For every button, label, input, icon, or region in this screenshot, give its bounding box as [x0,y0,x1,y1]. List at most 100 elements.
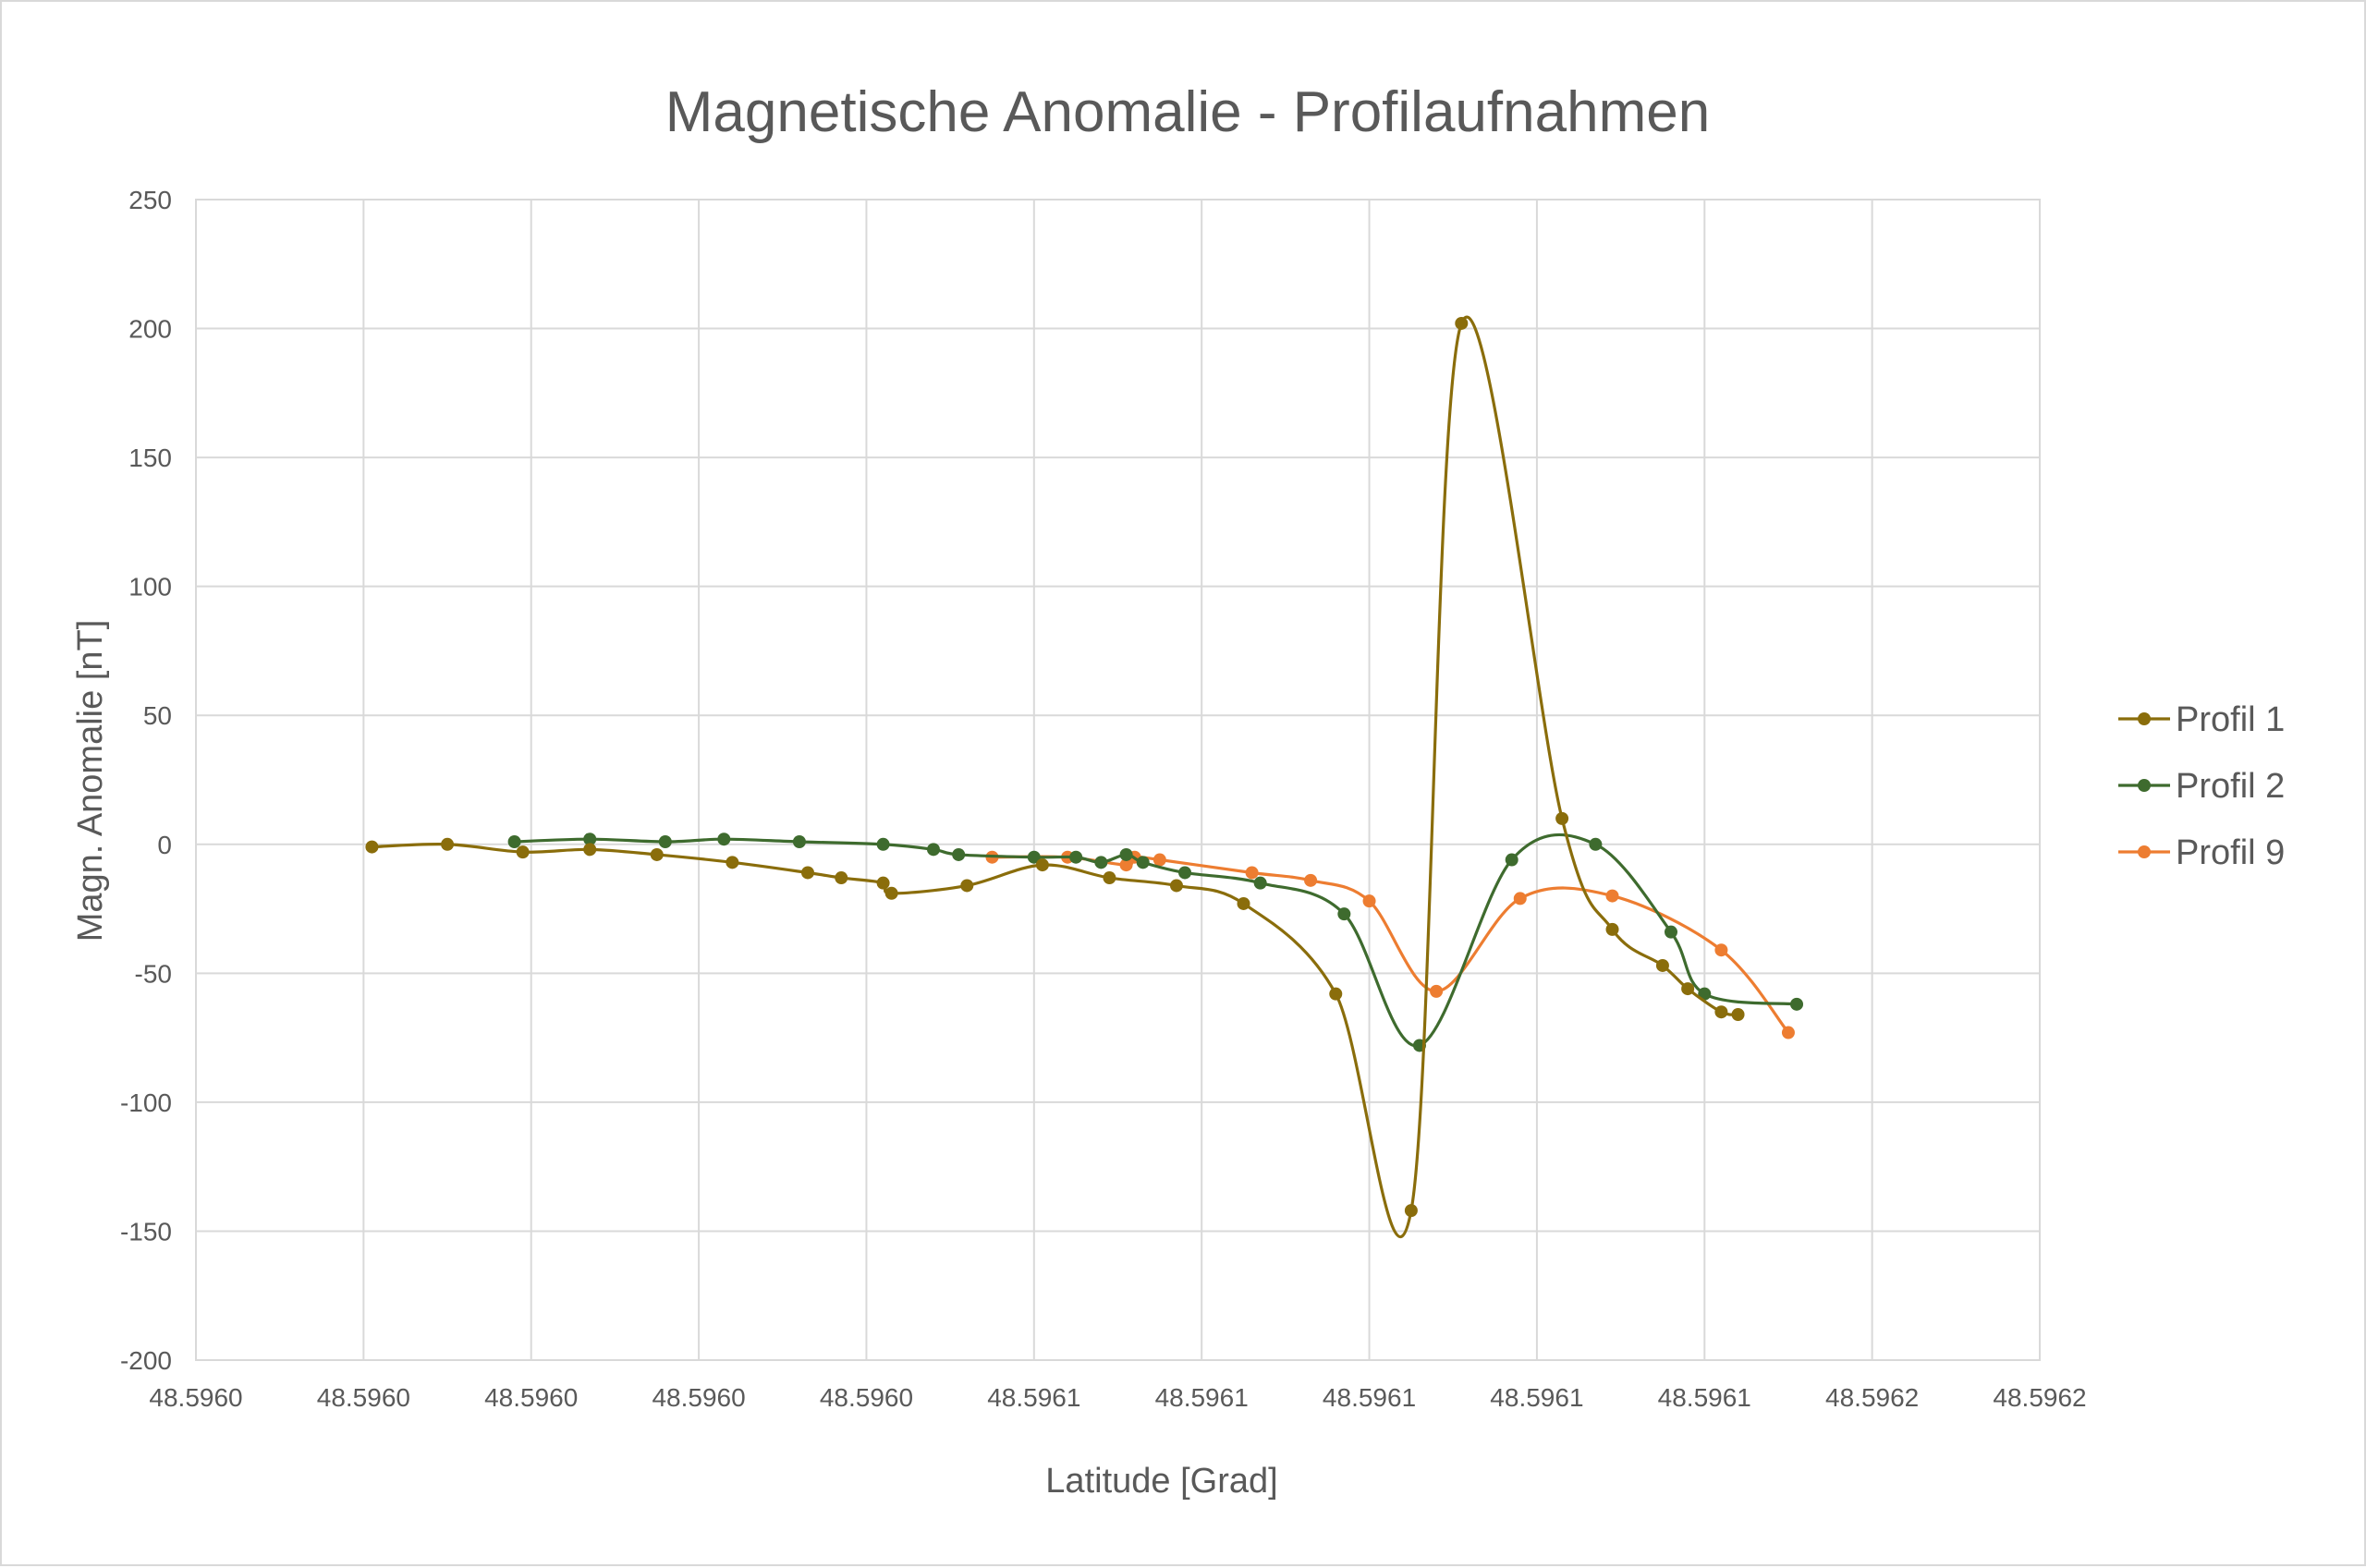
data-point [507,834,521,848]
y-tick-label: -200 [120,1346,172,1375]
data-point [583,843,597,857]
data-point [1681,982,1695,996]
legend-label: Profil 2 [2176,767,2285,806]
data-point [1362,894,1376,908]
x-tick-label: 48.5961 [1323,1383,1416,1412]
data-point [1119,858,1133,872]
y-axis-title: Magn. Anomalie [nT] [71,620,110,942]
data-point [583,833,597,846]
data-point [1337,907,1351,921]
data-point [1781,1026,1795,1039]
data-point [1035,858,1049,872]
data-point [835,871,848,885]
legend-marker [2138,845,2151,858]
data-point [792,834,806,848]
chart-title: Magnetische Anomalie - Profilaufnahmen [665,80,1710,144]
data-point [800,866,814,880]
data-point [1304,873,1318,887]
y-tick-label: 250 [128,186,172,214]
x-tick-label: 48.5961 [1658,1383,1751,1412]
data-point [1698,987,1712,1001]
data-point [1069,850,1083,864]
data-point [1136,856,1150,869]
data-point [1329,987,1343,1001]
x-tick-label: 48.5960 [317,1383,410,1412]
data-point [365,840,379,854]
data-point [927,843,940,857]
data-point [1404,1204,1418,1218]
data-point [1103,871,1116,885]
series-line [512,833,1799,1048]
data-point [952,847,966,861]
data-point [1169,879,1183,893]
legend-entry: Profil 9 [2118,833,2285,872]
data-point [1178,866,1192,880]
gridlines [195,199,2041,1361]
x-tick-label: 48.5960 [484,1383,578,1412]
legend-marker [2138,779,2151,792]
data-point [1253,876,1267,890]
data-point [1555,811,1569,825]
data-point [1665,925,1677,939]
x-tick-label: 48.5962 [1993,1383,2086,1412]
x-tick-label: 48.5961 [1490,1383,1583,1412]
data-point [1714,1005,1728,1019]
y-tick-label: -100 [120,1088,172,1117]
data-point [1505,853,1518,867]
legend: Profil 1 Profil 2 Profil 9 [2118,700,2285,872]
x-axis-title: Latitude [Grad] [1045,1462,1277,1501]
data-point [1714,943,1728,957]
data-point [1153,853,1166,867]
legend-label: Profil 9 [2176,833,2285,872]
y-tick-label: -50 [135,959,172,988]
data-point [1237,896,1250,910]
data-point [441,837,455,851]
data-point [1027,850,1041,864]
data-point [1605,922,1619,936]
x-tick-label: 48.5961 [1155,1383,1249,1412]
data-point [658,834,672,848]
y-tick-label: 50 [143,701,172,730]
x-tick-label: 48.5960 [149,1383,242,1412]
x-tick-label: 48.5962 [1825,1383,1919,1412]
data-point [1513,892,1527,906]
x-tick-labels: 48.5960 48.5960 48.5960 48.5960 48.5960 48.59… [149,1383,2086,1412]
x-tick-label: 48.5960 [820,1383,913,1412]
x-tick-label: 48.5961 [987,1383,1080,1412]
y-tick-label: -150 [120,1217,172,1246]
y-tick-label: 100 [128,573,172,602]
data-point [1119,847,1133,861]
data-point [1430,984,1444,998]
legend-marker [2138,712,2151,725]
data-point [876,837,890,851]
data-point [717,833,731,846]
data-point [876,876,890,890]
data-point [1094,856,1108,869]
y-tick-label: 150 [128,444,172,472]
y-tick-labels: 250 200 150 100 50 0 -50 -100 -150 -200 [120,186,172,1375]
series-profil-1 [365,315,1745,1239]
y-tick-label: 0 [157,831,172,859]
data-point [1731,1007,1745,1021]
plot-area-border [195,199,2041,1361]
series-profil-2 [507,833,1804,1052]
legend-label: Profil 1 [2176,700,2285,739]
legend-entry: Profil 1 [2118,700,2285,739]
data-point [726,856,739,869]
data-point [1605,889,1619,903]
data-point [1245,866,1259,880]
series-line [370,315,1740,1239]
data-point [650,847,664,861]
y-tick-label: 200 [128,315,172,344]
data-point [884,886,898,900]
data-point [1589,837,1603,851]
data-point [1790,997,1804,1011]
data-point [1655,958,1669,972]
series-lines [365,315,1804,1239]
data-point [516,845,530,859]
data-point [960,879,974,893]
legend-entry: Profil 2 [2118,767,2285,806]
x-tick-label: 48.5960 [652,1383,745,1412]
